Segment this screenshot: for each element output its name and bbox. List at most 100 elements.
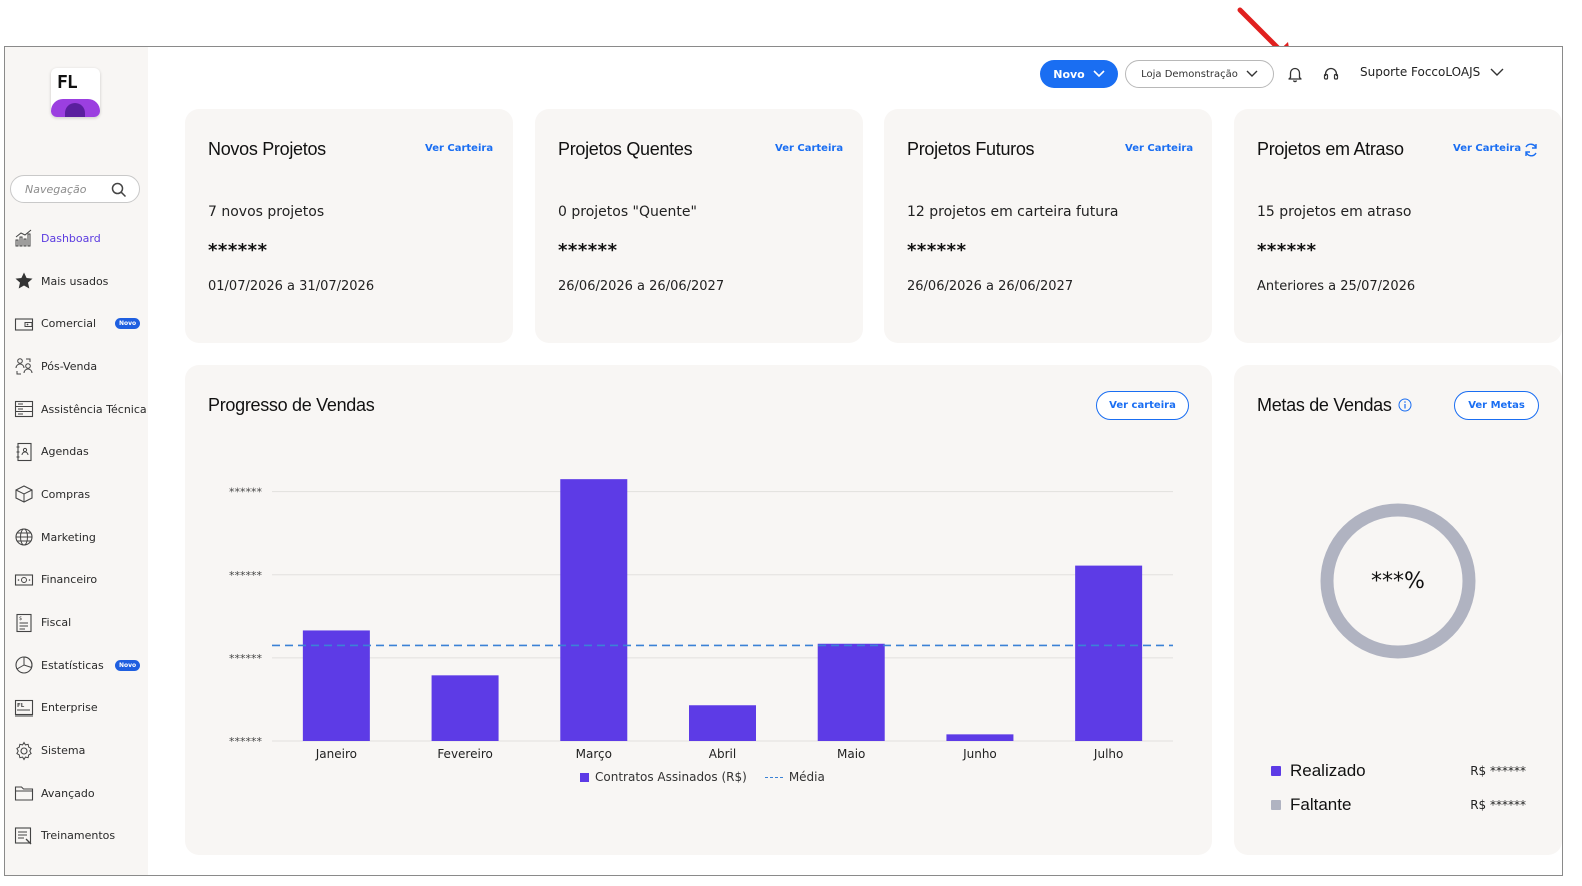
kpi-title: Projetos Quentes [558,139,693,159]
sidebar-item-avancado[interactable]: Avançado [5,772,148,815]
money-icon [13,569,35,591]
novo-button[interactable]: Novo [1040,60,1118,88]
x-tick-label: Maio [837,747,865,761]
sidebar-item-compras[interactable]: Compras [5,473,148,516]
donut-ring [1320,503,1476,659]
info-icon[interactable] [1398,398,1412,412]
store-selector-label: Loja Demonstração [1141,68,1238,80]
sidebar-item-label: Fiscal [41,616,72,630]
sidebar-item-label: Treinamentos [41,829,116,843]
kpi-date-range: 01/07/2026 a 31/07/2026 [208,279,375,294]
logo-text: FL [57,72,78,93]
app-logo[interactable]: FL [51,68,100,117]
sidebar-item-label: Enterprise [41,701,98,715]
ver-metas-button[interactable]: Ver Metas [1454,391,1539,420]
kpi-count: 15 projetos em atraso [1257,204,1412,220]
new-badge: Novo [115,318,141,330]
refresh-icon[interactable] [1523,142,1539,158]
novo-button-label: Novo [1053,67,1085,81]
globe-icon [13,526,35,548]
kpi-title: Projetos em Atraso [1257,139,1404,159]
headset-icon[interactable] [1322,65,1340,83]
sidebar-item-treinamentos[interactable]: Treinamentos [5,815,148,858]
sidebar-item-estatisticas[interactable]: Estatísticas Novo [5,644,148,687]
bar-junho [946,734,1014,741]
bar-maio [817,643,885,741]
x-tick-label: Março [576,747,612,761]
sales-progress-card: Progresso de Vendas Ver carteira ****** *… [185,365,1212,855]
new-badge: Novo [115,659,141,671]
sales-goals-title: Metas de Vendas [1257,395,1412,416]
sidebar-item-dashboard[interactable]: Dashboard [5,217,148,260]
kpi-count: 7 novos projetos [208,204,325,220]
realizado-swatch [1271,766,1281,776]
sidebar-item-mais-usados[interactable]: Mais usados [5,260,148,303]
server-icon [13,398,35,420]
star-icon [13,270,35,292]
sidebar-nav: Dashboard Mais usados Comercial Novo Pós-Ven… [5,217,148,857]
sales-goals-card: Metas de Vendas Ver Metas ***% Realizado… [1234,365,1562,855]
goal-row-faltante: Faltante R$ ****** [1271,795,1526,815]
sidebar-item-label: Assistência Técnica [41,402,147,416]
legend-label-bar: Contratos Assinados (R$) [595,770,747,784]
sidebar-item-label: Agendas [41,445,89,459]
sidebar-item-label: Comercial [41,317,97,331]
sidebar-item-agendas[interactable]: Agendas [5,430,148,473]
y-tick-label: ****** [229,735,263,748]
chart-icon [13,227,35,249]
gear-icon [13,740,35,762]
ver-carteira-button[interactable]: Ver carteira [1096,391,1189,420]
sidebar-item-enterprise[interactable]: FL Enterprise [5,687,148,730]
kpi-card-novos: Novos Projetos Ver Carteira 7 novos proj… [185,109,513,343]
kpi-title: Projetos Futuros [907,139,1035,159]
chevron-down-icon [1246,70,1258,77]
store-selector[interactable]: Loja Demonstração [1125,60,1274,88]
sidebar-item-label: Estatísticas [41,658,104,672]
kpi-date-range: Anteriores a 25/07/2026 [1257,279,1416,294]
sidebar-item-fiscal[interactable]: $ Fiscal [5,601,148,644]
ver-carteira-link[interactable]: Ver Carteira [775,143,844,154]
sidebar: FL Dashboard Mais usados Comercial Novo Pós-… [5,47,148,875]
folder-icon [13,782,35,804]
goal-row-realizado: Realizado R$ ****** [1271,761,1526,781]
y-tick-label: ****** [229,652,263,665]
kpi-title: Novos Projetos [208,139,326,159]
bar-marco [560,479,628,741]
svg-text:FL: FL [17,703,25,709]
kpi-card-quentes: Projetos Quentes Ver Carteira 0 projetos… [535,109,863,343]
kpi-card-futuros: Projetos Futuros Ver Carteira 12 projeto… [884,109,1212,343]
sidebar-item-label: Dashboard [41,231,101,245]
ver-carteira-link[interactable]: Ver Carteira [1453,143,1522,154]
sidebar-item-label: Avançado [41,786,95,800]
ver-carteira-link[interactable]: Ver Carteira [1125,143,1194,154]
search-icon[interactable] [111,182,127,198]
app-window: FL Dashboard Mais usados Comercial Novo Pós-… [4,46,1563,876]
sidebar-item-label: Marketing [41,530,96,544]
sidebar-item-comercial[interactable]: Comercial Novo [5,302,148,345]
sidebar-item-pos-venda[interactable]: Pós-Venda [5,345,148,388]
box-icon [13,483,35,505]
svg-text:$: $ [19,616,22,622]
user-menu[interactable]: Suporte FoccoLOAJS [1360,65,1504,79]
people-exchange-icon [13,355,35,377]
sidebar-item-financeiro[interactable]: Financeiro [5,559,148,602]
notebook-icon [13,441,35,463]
kpi-masked-value: ****** [558,240,618,261]
sidebar-item-sistema[interactable]: Sistema [5,729,148,772]
goal-row-value: R$ ****** [1470,798,1526,812]
legend-label-line: Média [788,770,825,784]
sidebar-item-assistencia-tecnica[interactable]: Assistência Técnica [5,388,148,431]
kpi-count: 0 projetos "Quente" [558,204,697,220]
ver-carteira-link[interactable]: Ver Carteira [425,143,494,154]
kpi-date-range: 26/06/2026 a 26/06/2027 [558,279,725,294]
sidebar-item-label: Mais usados [41,274,109,288]
sales-bar-chart: ****** ****** ****** ****** Janeiro Fevereiro… [229,479,1173,761]
sidebar-item-marketing[interactable]: Marketing [5,516,148,559]
kpi-date-range: 26/06/2026 a 26/06/2027 [907,279,1074,294]
bell-icon[interactable] [1286,65,1304,83]
user-name: Suporte FoccoLOAJS [1360,65,1481,79]
goal-row-name: Realizado [1290,761,1366,780]
nav-search-input[interactable] [25,181,111,197]
bar-janeiro [302,630,370,741]
sidebar-item-label: Sistema [41,744,86,758]
